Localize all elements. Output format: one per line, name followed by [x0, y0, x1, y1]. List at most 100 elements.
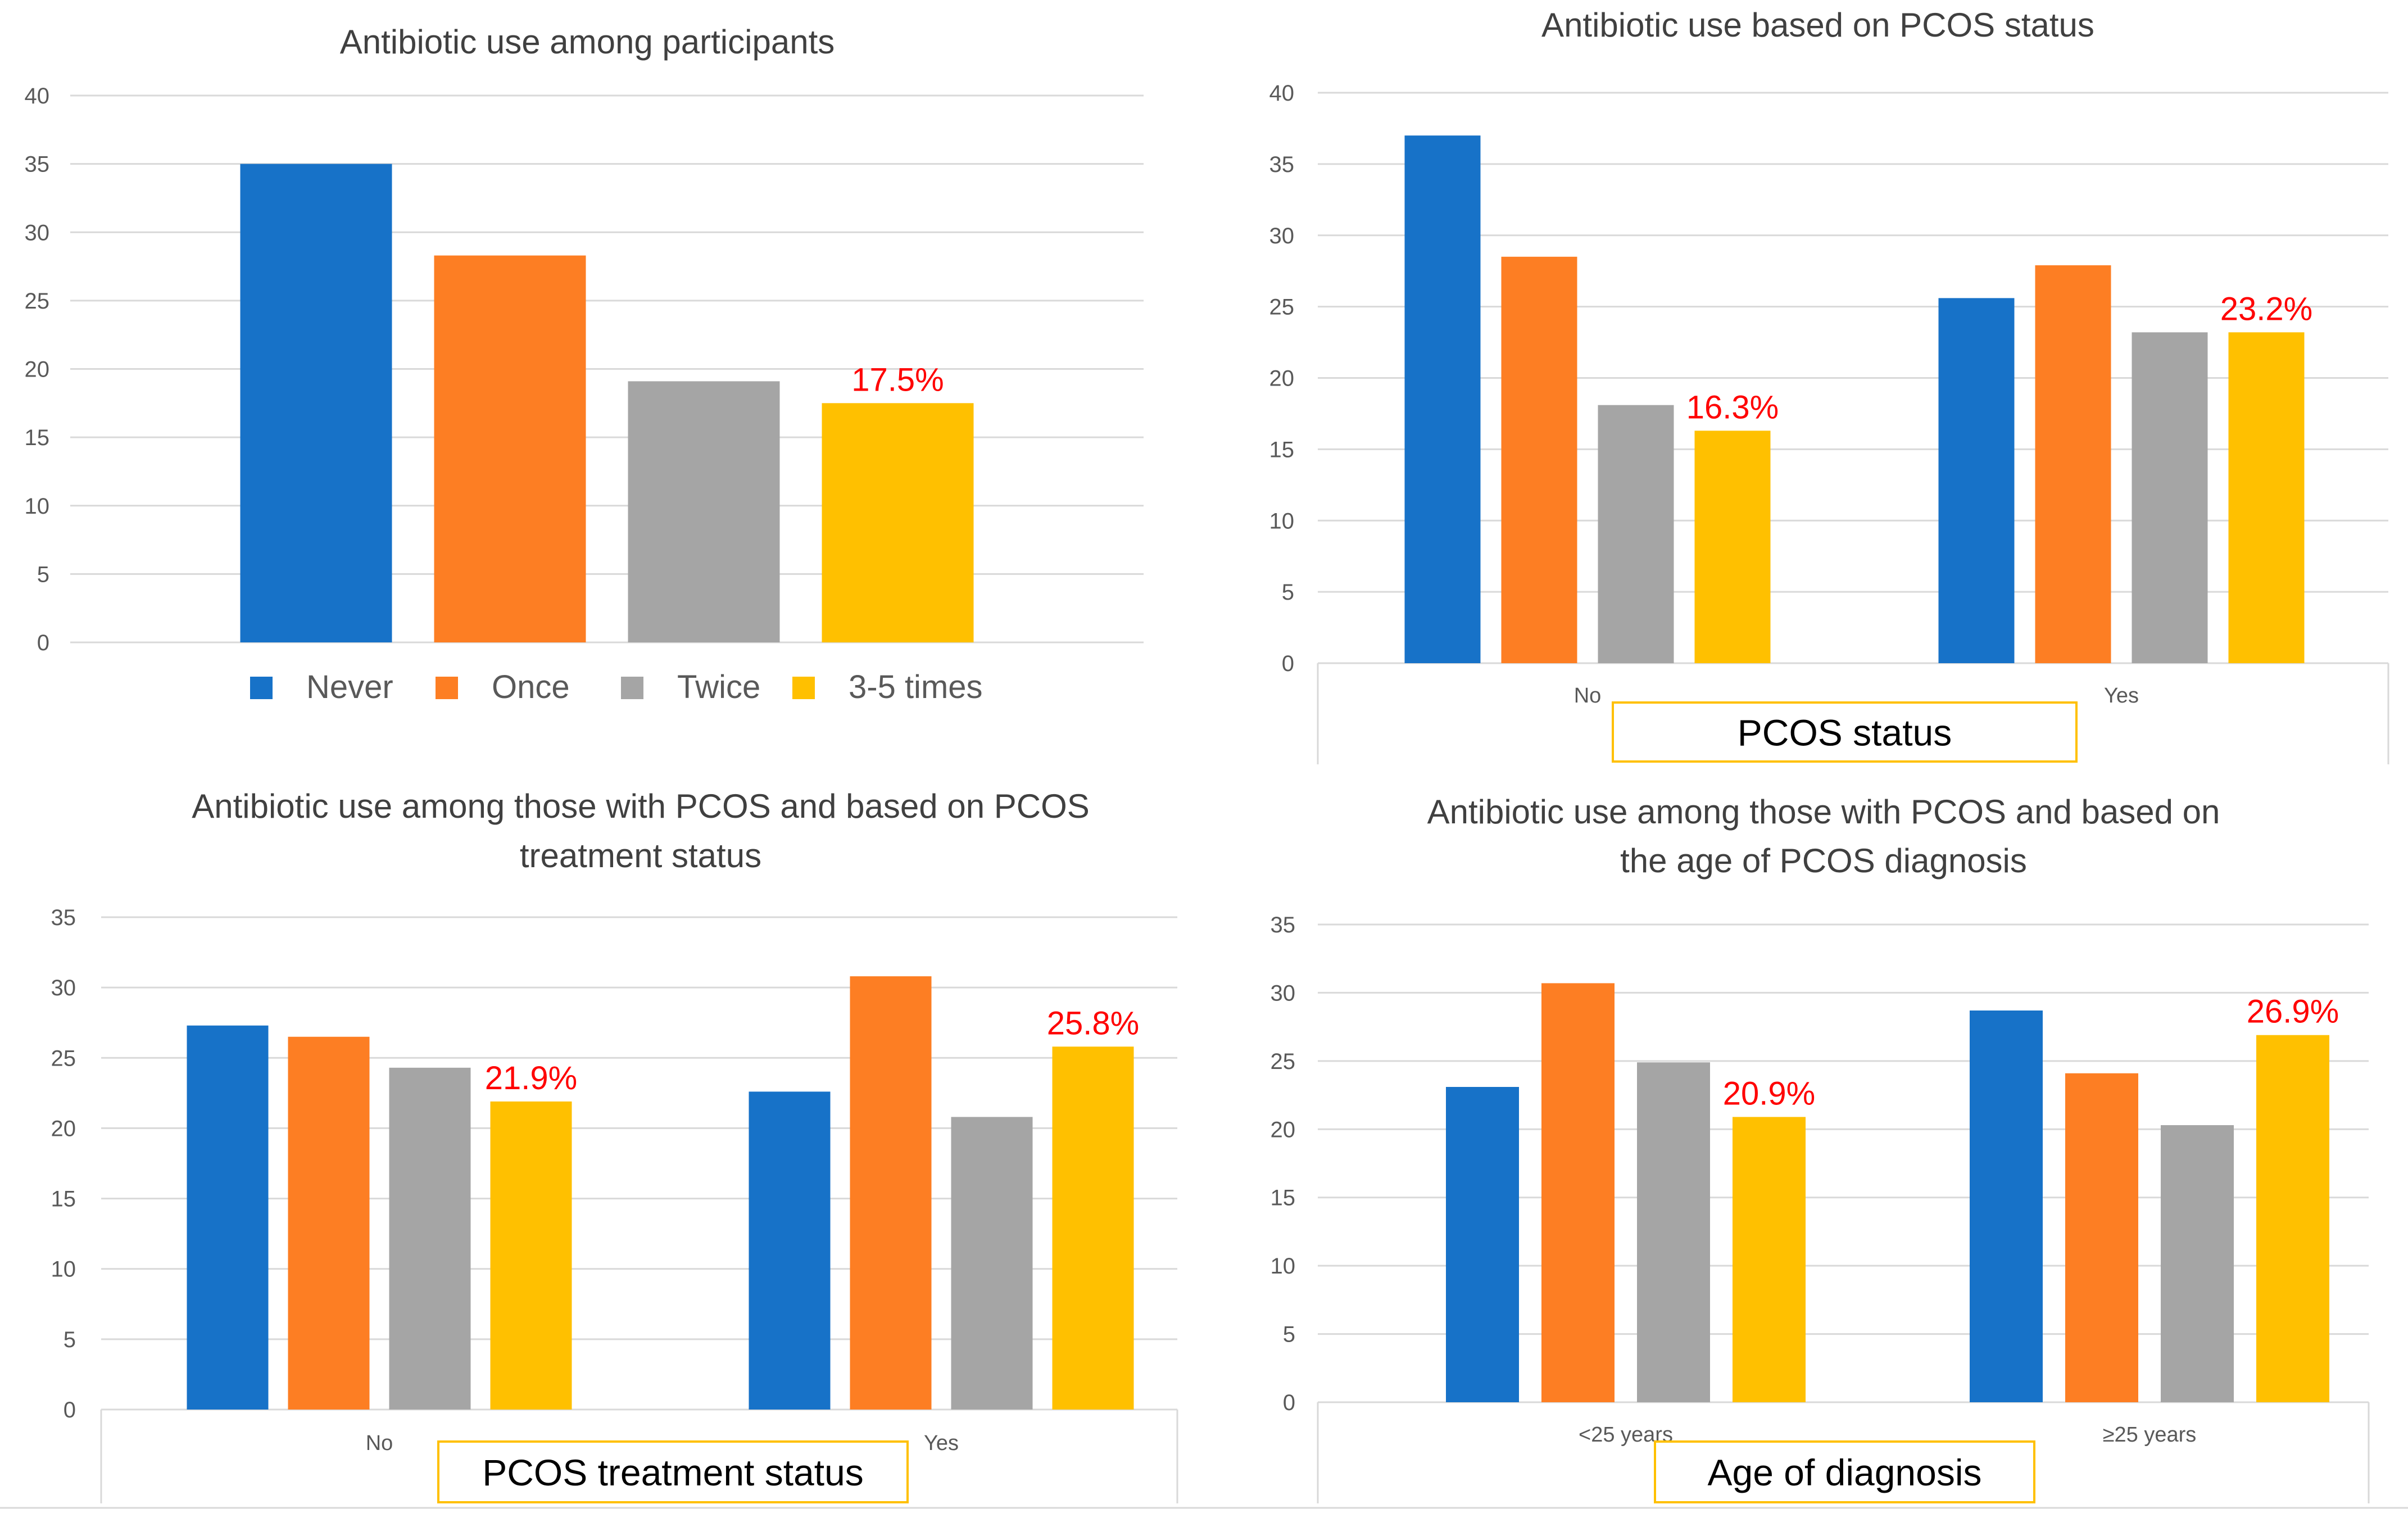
y-tick-label: 20 — [1269, 366, 1295, 391]
bar-3-5-times-0 — [1733, 1117, 1806, 1402]
y-tick-label: 10 — [1269, 509, 1295, 533]
y-tick-label: 35 — [1269, 152, 1295, 177]
category-label: Yes — [924, 1431, 959, 1455]
data-label: 23.2% — [2220, 291, 2312, 327]
category-label: No — [366, 1431, 393, 1455]
y-tick-label: 20 — [51, 1116, 76, 1141]
bar-3-5-times-1 — [1052, 1046, 1134, 1410]
chart-title: Antibiotic use based on PCOS status — [1541, 6, 2094, 44]
y-tick-label: 10 — [1271, 1254, 1296, 1279]
bar-once-0 — [1541, 983, 1615, 1402]
y-tick-label: 0 — [1282, 651, 1294, 676]
y-tick-label: 10 — [51, 1257, 76, 1282]
x-axis-label-box — [1654, 1440, 2035, 1503]
y-tick-label: 15 — [25, 425, 50, 450]
category-label: No — [1574, 684, 1602, 708]
bar-twice-1 — [2161, 1125, 2234, 1402]
bar-3-5-times — [822, 403, 974, 642]
x-axis-label-box — [437, 1440, 909, 1503]
y-tick-label: 40 — [1269, 81, 1295, 106]
y-tick-label: 20 — [25, 357, 50, 382]
data-label: 26.9% — [2247, 994, 2339, 1030]
bar-never-1 — [1938, 298, 2015, 663]
bar-once-1 — [2035, 265, 2111, 664]
y-tick-label: 30 — [1271, 981, 1296, 1005]
bar-twice-1 — [951, 1117, 1033, 1410]
legend-label: Once — [492, 669, 570, 705]
legend-swatch — [250, 677, 273, 699]
bar-once-0 — [1501, 256, 1577, 663]
y-tick-label: 10 — [25, 494, 50, 519]
chart-pcos-treatment: Antibiotic use among those with PCOS and… — [51, 787, 1178, 1503]
bar-once — [434, 255, 586, 642]
legend-label: Twice — [677, 669, 760, 705]
x-axis-label: PCOS treatment status — [482, 1452, 864, 1493]
legend: Never Once Twice 3-5 times — [250, 669, 983, 705]
y-tick-label: 35 — [1271, 913, 1296, 937]
chart-title: treatment status — [520, 837, 761, 874]
bar-never-1 — [1970, 1011, 2043, 1402]
y-tick-label: 30 — [25, 220, 50, 245]
data-label: 20.9% — [1723, 1075, 1815, 1112]
category-label: ≥25 years — [2103, 1423, 2197, 1447]
legend-swatch — [436, 677, 458, 699]
y-tick-label: 25 — [51, 1046, 76, 1071]
bar-never-0 — [187, 1025, 269, 1410]
bar-never-0 — [1446, 1087, 1519, 1402]
y-tick-label: 15 — [1271, 1186, 1296, 1211]
chart-age-diagnosis: Antibiotic use among those with PCOS and… — [1271, 793, 2370, 1503]
data-label: 25.8% — [1047, 1005, 1139, 1041]
legend-swatch — [792, 677, 815, 699]
bar-twice-0 — [1637, 1062, 1710, 1402]
x-axis-label-box — [1612, 701, 2078, 763]
y-tick-label: 0 — [1283, 1390, 1295, 1415]
bar-3-5-times-0 — [490, 1101, 572, 1410]
legend-label: Never — [306, 669, 393, 705]
chart-title: Antibiotic use among participants — [340, 23, 835, 61]
y-tick-label: 35 — [51, 905, 76, 930]
x-axis-label: PCOS status — [1738, 712, 1952, 754]
data-label: 17.5% — [851, 361, 944, 398]
bar-3-5-times-1 — [2256, 1035, 2329, 1402]
data-label: 21.9% — [485, 1060, 577, 1096]
y-tick-label: 0 — [64, 1398, 76, 1422]
chart-participants: Antibiotic use among participants 0 5 10 15 2… — [25, 23, 1144, 705]
x-axis-label: Age of diagnosis — [1707, 1452, 1981, 1493]
chart-title: Antibiotic use among those with PCOS and… — [1427, 793, 2220, 831]
y-tick-label: 20 — [1271, 1117, 1296, 1142]
bar-twice-1 — [2132, 332, 2208, 663]
y-tick-label: 0 — [37, 631, 49, 655]
y-tick-label: 35 — [25, 152, 50, 177]
bar-twice — [628, 381, 780, 642]
y-tick-label: 5 — [1283, 1322, 1295, 1347]
y-tick-label: 5 — [37, 562, 49, 587]
y-tick-label: 5 — [1282, 580, 1294, 605]
bar-twice-0 — [1598, 405, 1674, 663]
chart-title: the age of PCOS diagnosis — [1620, 842, 2027, 880]
axis-outline — [1317, 663, 2389, 764]
bar-once-0 — [288, 1036, 370, 1410]
y-tick-label: 40 — [25, 84, 50, 108]
y-tick-label: 25 — [25, 289, 50, 314]
legend-swatch — [621, 677, 643, 699]
bar-never-0 — [1404, 135, 1481, 663]
y-tick-label: 25 — [1271, 1049, 1296, 1074]
y-tick-label: 30 — [51, 976, 76, 1000]
y-tick-label: 15 — [1269, 437, 1295, 462]
category-label: Yes — [2104, 684, 2139, 708]
bar-once-1 — [2065, 1073, 2138, 1402]
y-tick-label: 15 — [51, 1187, 76, 1212]
y-tick-label: 25 — [1269, 295, 1295, 320]
y-tick-label: 30 — [1269, 224, 1295, 248]
legend-label: 3-5 times — [849, 669, 983, 705]
chart-pcos-status: Antibiotic use based on PCOS status 0 5 10 1… — [1269, 6, 2389, 764]
bar-twice-0 — [389, 1067, 471, 1410]
y-tick-label: 5 — [64, 1327, 76, 1352]
bar-3-5-times-0 — [1694, 431, 1771, 663]
bar-never-1 — [749, 1091, 831, 1410]
chart-title: Antibiotic use among those with PCOS and… — [192, 787, 1090, 825]
axis-outline — [100, 1410, 1178, 1503]
data-label: 16.3% — [1686, 389, 1779, 425]
